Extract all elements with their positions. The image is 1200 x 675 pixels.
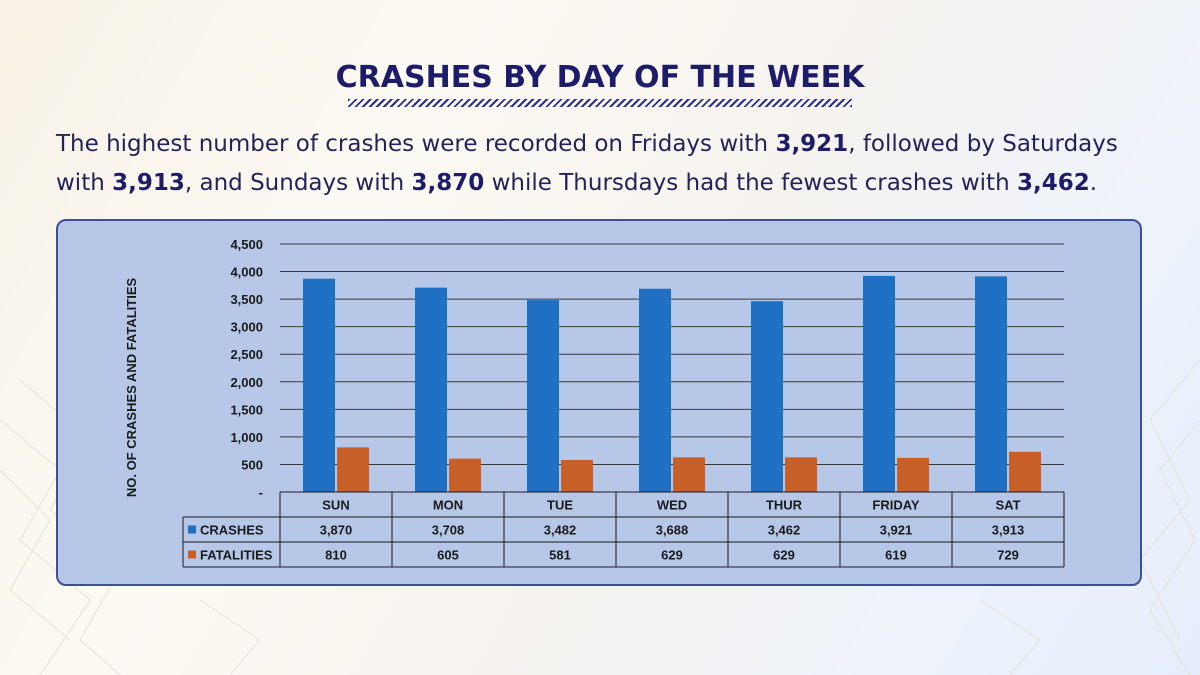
intro-value-thursday: 3,462 — [1016, 170, 1090, 196]
y-tick-label: 3,500 — [230, 292, 263, 307]
y-tick-label: 1,000 — [230, 430, 263, 445]
bar-fatalities-friday — [897, 457, 929, 492]
intro-value-saturday: 3,913 — [112, 170, 185, 196]
y-tick-label: 3,000 — [230, 320, 263, 335]
data-label-crashes: 3,921 — [880, 523, 913, 538]
data-label-fatalities: 619 — [885, 548, 907, 563]
data-label-crashes: 3,482 — [544, 523, 577, 538]
x-tick-label: SAT — [995, 498, 1020, 513]
bar-crashes-tue — [527, 300, 559, 492]
bar-crashes-sat — [975, 276, 1007, 492]
chart-panel: - 500 1,000 1,500 2,000 2,500 3,000 3,500 4,000 4… — [56, 219, 1142, 586]
bar-crashes-friday — [863, 275, 895, 492]
data-label-crashes: 3,708 — [432, 523, 465, 538]
title-underline — [348, 99, 852, 107]
data-label-crashes: 3,913 — [992, 523, 1025, 538]
y-axis-title: NO. OF CRASHES AND FATALITIES — [124, 278, 139, 498]
data-label-crashes: 3,462 — [768, 523, 801, 538]
x-tick-label: SUN — [322, 498, 349, 513]
data-label-fatalities: 629 — [661, 548, 683, 563]
bar-crashes-thur — [751, 301, 783, 492]
legend-swatch-crashes — [188, 525, 196, 534]
bar-fatalities-sun — [337, 447, 369, 492]
page-title: CRASHES BY DAY OF THE WEEK — [335, 60, 865, 95]
x-tick-label: WED — [657, 498, 687, 513]
intro-value-sunday: 3,870 — [411, 170, 485, 196]
bar-fatalities-thur — [785, 457, 817, 492]
bar-crashes-wed — [639, 288, 671, 492]
data-label-fatalities: 629 — [773, 548, 795, 563]
bar-crashes-sun — [303, 278, 335, 492]
x-tick-label: THUR — [766, 498, 803, 513]
intro-text-3: , and Sundays with — [184, 170, 412, 196]
data-label-fatalities: 729 — [997, 548, 1019, 563]
data-label-crashes: 3,688 — [656, 523, 689, 538]
intro-value-friday: 3,921 — [775, 131, 849, 157]
bar-fatalities-tue — [561, 459, 593, 492]
legend-label-fatalities: FATALITIES — [200, 548, 273, 563]
data-label-fatalities: 605 — [437, 548, 459, 563]
x-tick-label: TUE — [547, 498, 573, 513]
y-tick-label: 2,500 — [230, 347, 263, 362]
bar-crashes-mon — [415, 287, 447, 492]
bar-chart: - 500 1,000 1,500 2,000 2,500 3,000 3,500 4,000 4… — [124, 237, 1065, 568]
y-tick-label: 4,500 — [230, 237, 263, 252]
intro-text-4: while Thursdays had the fewest crashes w… — [484, 170, 1017, 196]
data-label-fatalities: 581 — [549, 548, 571, 563]
y-tick-label: 4,000 — [230, 265, 263, 280]
y-tick-label: 500 — [241, 457, 263, 472]
bar-fatalities-mon — [449, 458, 481, 492]
intro-text-2: , followed by Saturdays with — [56, 131, 1118, 196]
data-label-fatalities: 810 — [325, 548, 347, 563]
bar-fatalities-wed — [673, 457, 705, 492]
intro-text-5: . — [1089, 170, 1098, 196]
legend-swatch-fatalities — [188, 550, 196, 559]
x-tick-label: MON — [433, 498, 463, 513]
intro-text-1: The highest number of crashes were recor… — [56, 131, 776, 157]
data-label-crashes: 3,870 — [320, 523, 353, 538]
y-tick-label: 2,000 — [230, 375, 263, 390]
y-tick-label: 1,500 — [230, 402, 263, 417]
legend-label-crashes: CRASHES — [200, 523, 264, 538]
y-tick-label: - — [259, 485, 263, 500]
x-tick-label: FRIDAY — [872, 498, 920, 513]
intro-paragraph: The highest number of crashes were recor… — [56, 125, 1156, 203]
bar-fatalities-sat — [1009, 451, 1041, 492]
